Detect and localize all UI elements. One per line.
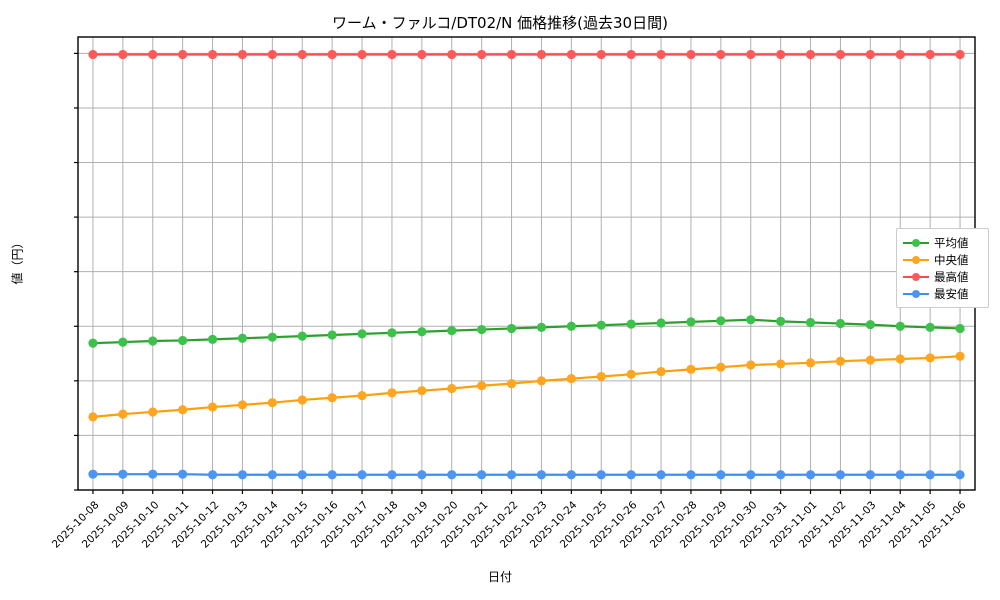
chart-title: ワーム・ファルコ/DT02/N 価格推移(過去30日間) <box>332 14 668 32</box>
x-axis-label: 日付 <box>487 570 512 584</box>
legend-marker-icon <box>903 237 929 249</box>
legend-item: 平均値 <box>903 234 981 251</box>
legend-marker-icon <box>903 271 929 283</box>
legend-label: 中央値 <box>934 252 969 267</box>
chart-legend: 平均値中央値最高値最安値 <box>896 228 989 308</box>
legend-item: 最高値 <box>903 268 981 285</box>
legend-item: 最安値 <box>903 285 981 302</box>
legend-marker-icon <box>903 288 929 300</box>
legend-label: 最高値 <box>934 269 969 284</box>
legend-label: 平均値 <box>934 235 969 250</box>
legend-label: 最安値 <box>934 286 969 301</box>
legend-item: 中央値 <box>903 251 981 268</box>
legend-marker-icon <box>903 254 929 266</box>
